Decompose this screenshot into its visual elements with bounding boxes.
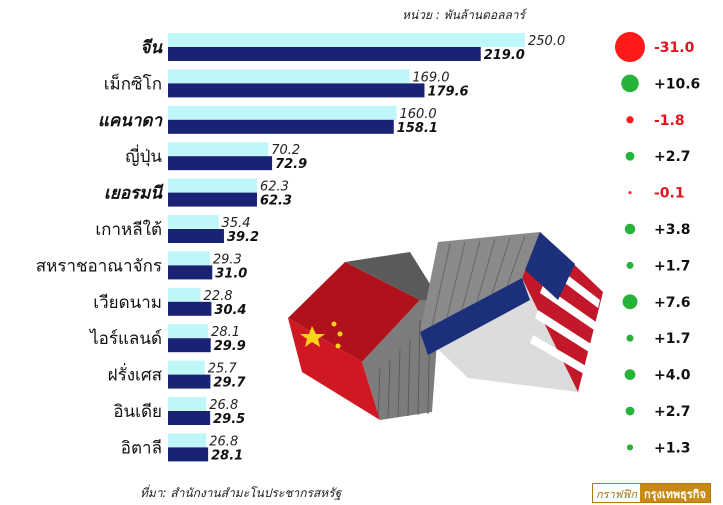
category-label: เยอรมนี [104,184,164,204]
value-label-series-2: 30.4 [214,303,246,318]
value-label-series-1: 26.8 [209,434,238,449]
value-label-series-1: 25.7 [208,362,238,377]
category-label: ไอร์แลนด์ [88,328,162,349]
value-label-series-1: 169.0 [412,70,449,85]
bar-series-2 [168,338,211,353]
change-indicator-dot [625,151,635,161]
value-label-series-2: 29.9 [214,339,246,354]
bar-series-1 [168,397,207,411]
china-container-illustration [288,252,440,420]
bar-series-2 [168,83,425,98]
category-label: สหราชอาณาจักร [36,256,162,276]
bar-series-1 [168,287,201,302]
bar-series-1 [168,33,525,47]
change-indicator-dot [621,74,639,93]
change-value-label: -0.1 [654,186,685,202]
change-value-label: +10.6 [654,76,700,92]
bar-series-1 [168,142,269,157]
value-label-series-2: 31.0 [215,266,247,281]
value-label-series-2: 39.2 [227,230,259,245]
category-label: ฝรั่งเศส [108,363,163,386]
change-value-label: +1.3 [654,440,691,456]
bar-series-2 [168,119,394,134]
category-label: เวียดนาม [93,293,162,313]
category-label: แคนาดา [98,111,164,131]
category-label: เม็กซิโก [104,72,162,94]
change-indicator-dot [624,223,636,235]
value-label-series-1: 250.0 [528,34,565,49]
value-label-series-2: 179.6 [427,84,468,99]
change-indicator-dot [626,261,634,269]
credit-label: กราฟฟิก [593,484,640,502]
unit-label: หน่วย : พันล้านดอลลาร์ [402,8,525,22]
credit-brand: กรุงเทพธุรกิจ [639,484,710,502]
value-label-series-2: 219.0 [484,48,525,63]
change-value-label: -1.8 [654,113,685,129]
change-value-label: +1.7 [654,258,691,274]
value-label-series-2: 29.7 [213,376,246,391]
change-value-label: -31.0 [654,40,695,56]
bar-series-1 [168,324,209,339]
change-indicator-dot [622,294,638,310]
change-indicator-dot [625,406,635,416]
change-value-label: +1.7 [654,331,691,347]
bar-series-1 [168,69,410,84]
bar-series-1 [168,215,219,229]
bar-series-2 [168,229,224,243]
category-label: อินเดีย [113,402,162,422]
bar-series-2 [168,47,481,61]
value-label-series-2: 62.3 [260,194,292,209]
bar-series-1 [168,251,210,266]
change-indicator-dot [626,334,634,342]
usa-container-illustration [420,232,603,392]
value-label-series-2: 29.5 [213,412,245,427]
change-indicator-dot [628,191,632,195]
change-indicator-dot [626,116,634,124]
change-value-label: +3.8 [654,222,691,238]
category-label: จีน [140,38,163,58]
bar-series-1 [168,105,397,120]
change-indicator-dot [624,369,636,380]
value-label-series-2: 158.1 [397,121,438,136]
value-label-series-1: 160.0 [399,107,436,122]
value-label-series-1: 70.2 [271,143,300,158]
credit-badge: กราฟฟิก กรุงเทพธุรกิจ [592,483,711,503]
change-value-label: +2.7 [654,149,691,165]
value-label-series-1: 22.8 [204,289,233,304]
change-value-label: +4.0 [654,368,691,384]
value-label-series-2: 28.1 [211,448,243,463]
bar-series-2 [168,374,211,389]
category-label: ญี่ปุ่น [125,144,162,167]
bar-series-2 [168,192,257,207]
bar-series-2 [168,411,211,425]
value-label-series-1: 28.1 [211,325,240,340]
value-label-series-1: 26.8 [209,398,238,413]
category-label: อิตาลี [121,438,162,458]
change-indicator-dot [626,444,634,451]
bar-series-2 [168,447,209,462]
bar-series-1 [168,178,257,193]
containers-illustration [288,232,603,420]
bar-series-2 [168,301,212,316]
value-label-series-1: 62.3 [260,180,289,195]
value-label-series-2: 72.9 [275,157,307,172]
bar-series-1 [168,360,205,375]
bar-series-2 [168,156,273,171]
change-indicator-dot [615,32,645,62]
value-label-series-1: 35.4 [222,216,251,231]
bar-series-1 [168,433,207,448]
change-value-label: +2.7 [654,404,691,420]
source-note: ที่มา: สำนักงานสำมะโนประชากรสหรัฐ [140,486,342,500]
category-label: เกาหลีใต้ [95,219,162,240]
bar-series-2 [168,265,213,280]
change-value-label: +7.6 [654,295,691,311]
value-label-series-1: 29.3 [213,252,242,267]
